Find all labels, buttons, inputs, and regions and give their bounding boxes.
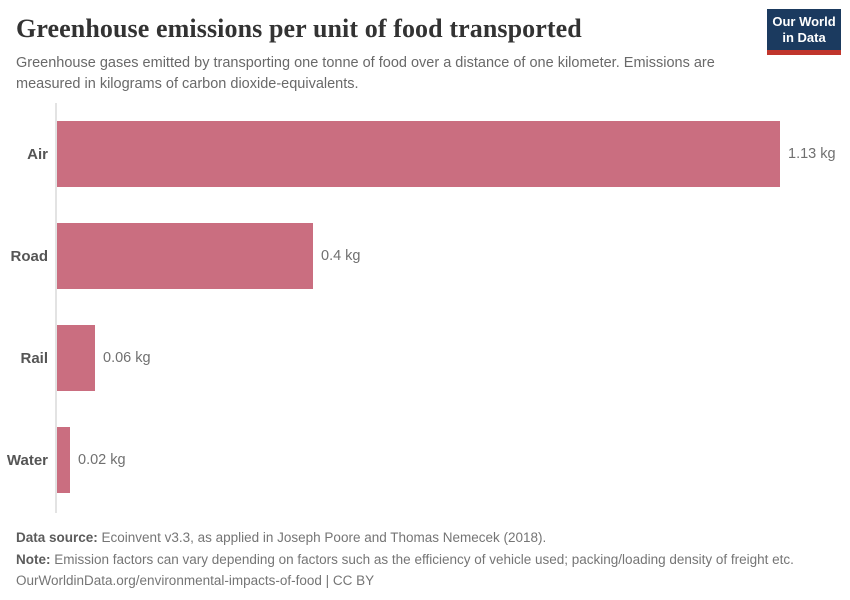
- bar-row-water: Water 0.02 kg: [0, 427, 850, 493]
- category-label-water: Water: [6, 451, 48, 469]
- chart-header: Greenhouse emissions per unit of food tr…: [16, 14, 760, 95]
- chart-footer: Data source: Ecoinvent v3.3, as applied …: [16, 527, 834, 592]
- datasource-label: Data source:: [16, 530, 98, 545]
- url-line: OurWorldinData.org/environmental-impacts…: [16, 570, 834, 592]
- value-label-rail: 0.06 kg: [103, 350, 151, 366]
- bar-rail: [57, 325, 95, 391]
- license-text: | CC BY: [321, 573, 375, 588]
- bar-row-road: Road 0.4 kg: [0, 223, 850, 289]
- bar-road: [57, 223, 313, 289]
- bar-row-rail: Rail 0.06 kg: [0, 325, 850, 391]
- value-label-road: 0.4 kg: [321, 248, 361, 264]
- owid-logo: Our World in Data: [767, 9, 841, 55]
- note-line: Note: Emission factors can vary dependin…: [16, 549, 834, 571]
- category-label-rail: Rail: [20, 349, 48, 367]
- bar-air: [57, 121, 780, 187]
- owid-logo-line1: Our World: [772, 14, 836, 29]
- note-text: Emission factors can vary depending on f…: [50, 551, 794, 567]
- chart-subtitle: Greenhouse gases emitted by transporting…: [16, 55, 715, 92]
- y-axis-line: [55, 103, 57, 513]
- note-label: Note:: [16, 551, 51, 567]
- owid-logo-line2: in Data: [782, 30, 826, 45]
- bar-row-air: Air 1.13 kg: [0, 121, 850, 187]
- chart-title: Greenhouse emissions per unit of food tr…: [16, 14, 582, 43]
- bar-chart: Air 1.13 kg Road 0.4 kg Rail 0.06 kg Water 0.02…: [0, 103, 850, 513]
- value-label-air: 1.13 kg: [788, 146, 836, 162]
- bar-water: [57, 427, 70, 493]
- category-label-road: Road: [10, 247, 49, 265]
- datasource-line: Data source: Ecoinvent v3.3, as applied …: [16, 527, 834, 549]
- bar-rows: Air 1.13 kg Road 0.4 kg Rail 0.06 kg Water 0.02…: [0, 121, 850, 493]
- chart-url: OurWorldinData.org/environmental-impacts…: [16, 573, 322, 588]
- value-label-water: 0.02 kg: [78, 452, 126, 468]
- datasource-text: Ecoinvent v3.3, as applied in Joseph Poo…: [97, 530, 547, 545]
- category-label-air: Air: [27, 145, 48, 163]
